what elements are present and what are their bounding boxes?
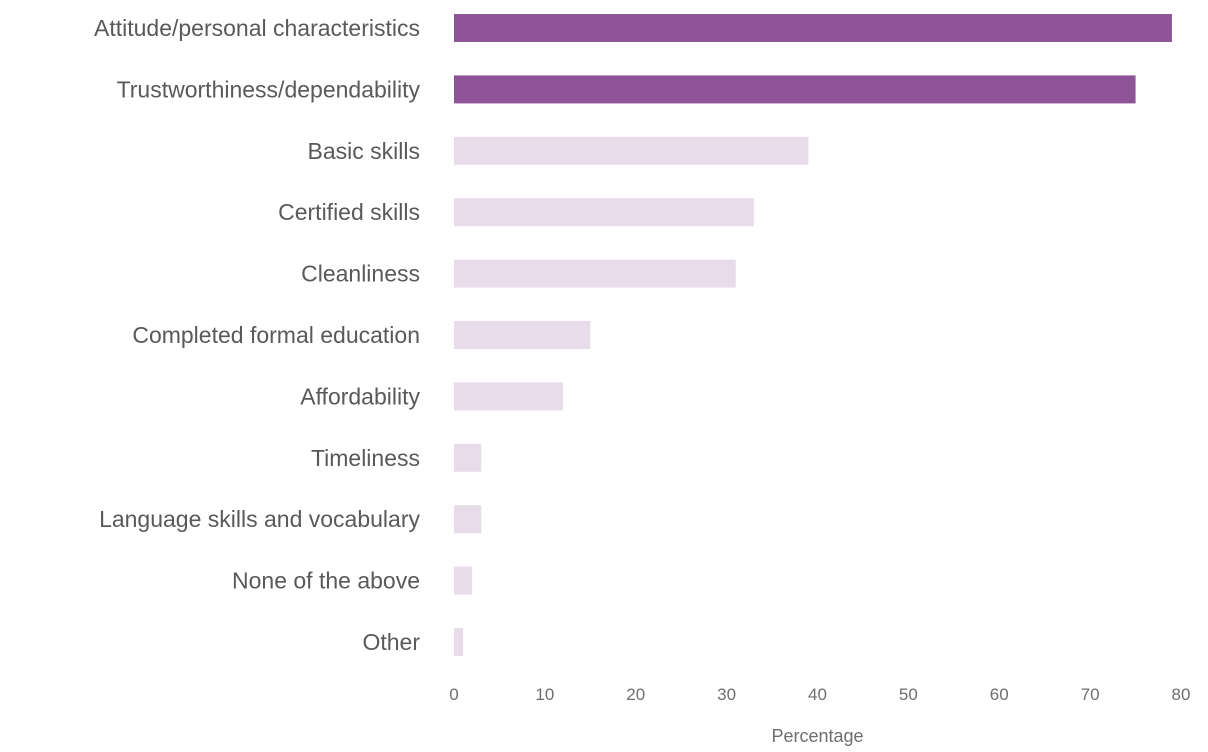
x-tick-label-6: 60 — [990, 685, 1009, 704]
bar-10 — [454, 628, 464, 656]
bar-3 — [454, 198, 754, 227]
x-tick-label-1: 10 — [535, 685, 554, 704]
x-tick-label-2: 20 — [626, 685, 645, 704]
category-label-8: Language skills and vocabulary — [99, 506, 420, 532]
category-label-7: Timeliness — [311, 445, 420, 471]
category-labels: Attitude/personal characteristics Trustwo… — [94, 15, 420, 655]
category-label-3: Certified skills — [278, 199, 420, 225]
bar-8 — [454, 505, 482, 534]
x-tick-label-0: 0 — [449, 685, 458, 704]
bar-1 — [454, 75, 1136, 104]
category-label-2: Basic skills — [308, 138, 420, 164]
category-label-5: Completed formal education — [132, 322, 420, 348]
bar-7 — [454, 443, 482, 472]
x-tick-label-4: 40 — [808, 685, 827, 704]
category-label-4: Cleanliness — [301, 261, 420, 287]
x-axis-title: Percentage — [771, 726, 863, 746]
x-tick-label-3: 30 — [717, 685, 736, 704]
x-tick-label-8: 80 — [1172, 685, 1191, 704]
bar-5 — [454, 321, 591, 349]
category-label-9: None of the above — [232, 568, 420, 594]
bar-2 — [454, 136, 809, 165]
x-axis-ticks: 0 10 20 30 40 50 60 70 80 — [449, 685, 1190, 704]
bar-4 — [454, 259, 736, 288]
bar-0 — [454, 14, 1172, 42]
x-tick-label-5: 50 — [899, 685, 918, 704]
category-label-1: Trustworthiness/dependability — [117, 76, 421, 102]
bar-9 — [454, 566, 473, 595]
bar-6 — [454, 382, 564, 411]
x-tick-label-7: 70 — [1081, 685, 1100, 704]
bars-group — [454, 14, 1172, 656]
category-label-0: Attitude/personal characteristics — [94, 15, 420, 41]
category-label-10: Other — [362, 629, 420, 655]
category-label-6: Affordability — [300, 383, 420, 409]
